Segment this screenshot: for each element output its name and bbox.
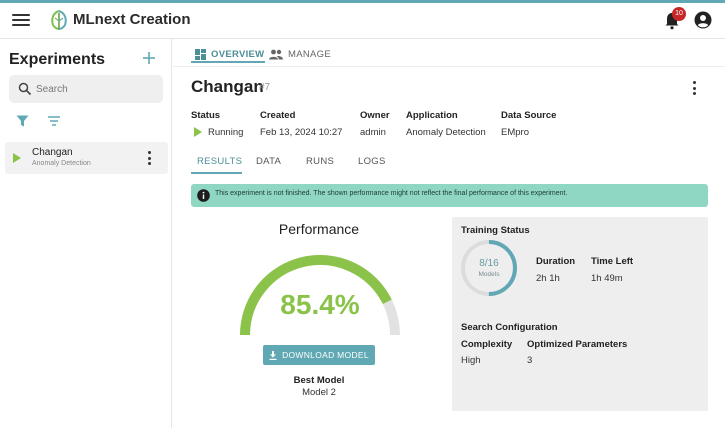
training-progress-ring: [461, 240, 517, 296]
owner-value: admin: [360, 127, 386, 138]
performance-title: Performance: [278, 221, 360, 237]
experiment-name: Changan: [32, 147, 73, 158]
time-left-value: 1h 49m: [591, 273, 623, 284]
more-vert-icon[interactable]: [691, 81, 697, 95]
tab-manage[interactable]: MANAGE: [269, 43, 331, 65]
app-title: MLnext Creation: [73, 11, 191, 28]
experiment-id: #7: [259, 82, 271, 93]
training-status-card: Training Status 8/16 Models Duration 2h …: [452, 217, 708, 411]
search-box: [9, 75, 163, 103]
gauge-fill: [240, 255, 392, 336]
top-accent-strip: [0, 0, 725, 3]
tab-manage-label: MANAGE: [288, 48, 331, 60]
tab-overview-label: OVERVIEW: [211, 48, 265, 60]
filter-icon[interactable]: [16, 115, 29, 127]
created-value: Feb 13, 2024 10:27: [260, 127, 343, 138]
tab-overview[interactable]: OVERVIEW: [195, 43, 264, 65]
sort-icon[interactable]: [47, 115, 61, 127]
tab-logs[interactable]: LOGS: [358, 156, 386, 167]
duration-label: Duration: [536, 256, 576, 267]
logo-icon: [51, 10, 67, 30]
divider: [173, 66, 725, 67]
play-icon: [194, 127, 202, 137]
active-subtab-indicator: [191, 172, 242, 174]
status-label: Status: [191, 110, 221, 121]
info-banner-text: This experiment is not finished. The sho…: [215, 190, 568, 197]
data-source-label: Data Source: [501, 110, 557, 121]
sidebar-title: Experiments: [9, 51, 106, 68]
experiments-sidebar: Experiments Changan Anomaly Detection: [0, 39, 172, 428]
search-icon: [18, 82, 32, 96]
add-icon[interactable]: [142, 51, 156, 65]
best-model-value: Model 2: [302, 387, 336, 398]
main-panel: OVERVIEW MANAGE Changan #7 Status Runnin…: [173, 39, 725, 428]
active-tab-indicator: [191, 61, 265, 63]
training-progress-text: 8/16: [479, 258, 499, 269]
search-configuration-title: Search Configuration: [461, 322, 558, 333]
duration-value: 2h 1h: [536, 273, 560, 284]
info-icon: [197, 189, 210, 202]
status-value: Running: [208, 127, 244, 138]
dashboard-icon: [195, 48, 206, 60]
experiment-type: Anomaly Detection: [32, 160, 91, 167]
play-icon: [13, 153, 21, 163]
performance-value: 85.4%: [280, 289, 360, 320]
tab-runs[interactable]: RUNS: [306, 156, 335, 167]
application-label: Application: [406, 110, 458, 121]
experiment-title: Changan: [191, 77, 264, 96]
training-progress-unit: Models: [478, 271, 500, 278]
download-icon: [269, 350, 277, 360]
search-input[interactable]: [36, 79, 156, 99]
data-source-value: EMpro: [501, 127, 529, 138]
notification-badge: 10: [672, 7, 686, 21]
training-status-title: Training Status: [461, 225, 530, 236]
download-model-label: DOWNLOAD MODEL: [282, 350, 369, 360]
info-banner: This experiment is not finished. The sho…: [191, 184, 708, 207]
performance-gauge: [240, 255, 400, 336]
training-progress-fill: [461, 240, 517, 296]
application-value: Anomaly Detection: [406, 127, 486, 138]
created-label: Created: [260, 110, 296, 121]
optimized-parameters-value: 3: [527, 355, 533, 366]
account-icon[interactable]: [694, 11, 712, 29]
more-vert-icon[interactable]: [146, 151, 152, 165]
tab-data[interactable]: DATA: [256, 156, 282, 167]
optimized-parameters-label: Optimized Parameters: [527, 339, 628, 350]
owner-label: Owner: [360, 110, 390, 121]
time-left-label: Time Left: [591, 256, 634, 267]
complexity-value: High: [461, 355, 481, 366]
download-model-button[interactable]: DOWNLOAD MODEL: [263, 345, 375, 365]
app-bar: MLnext Creation 10: [0, 3, 725, 39]
best-model-label: Best Model: [293, 375, 345, 386]
people-icon: [269, 49, 283, 59]
list-item[interactable]: Changan Anomaly Detection: [5, 142, 168, 174]
tab-results[interactable]: RESULTS: [197, 156, 243, 167]
complexity-label: Complexity: [461, 339, 513, 350]
menu-icon[interactable]: [12, 11, 30, 29]
